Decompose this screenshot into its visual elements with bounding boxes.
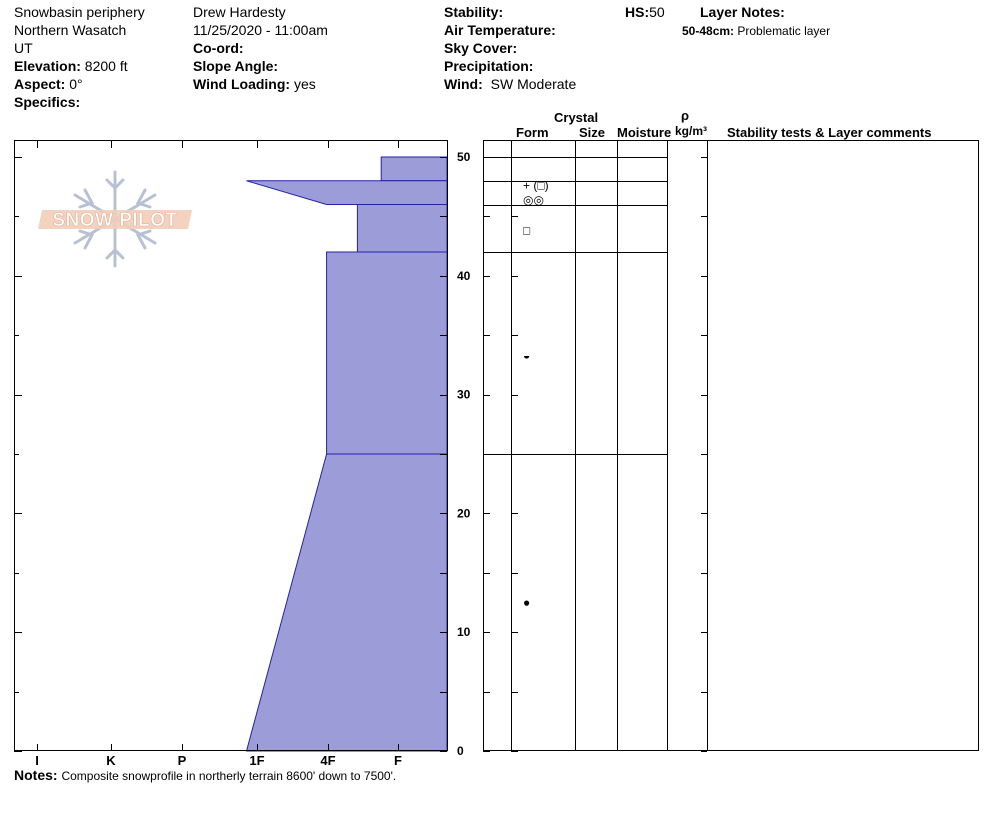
col-stability-comments: Stability tests & Layer comments bbox=[727, 125, 932, 140]
location-range: Northern Wasatch bbox=[14, 22, 127, 38]
logo-text: SNOW PILOT bbox=[52, 210, 177, 231]
wind-loading-label: Wind Loading: bbox=[193, 76, 291, 92]
hardness-tick-label: F bbox=[394, 753, 402, 768]
table-column-lines bbox=[511, 140, 708, 751]
stability-label: Stability: bbox=[444, 4, 504, 20]
notes: Notes: Composite snowprofile in northerl… bbox=[14, 766, 396, 785]
elevation: Elevation: 8200 ft bbox=[14, 57, 128, 75]
hardness-tick-label: P bbox=[178, 753, 187, 768]
layer-notes-title: Layer Notes: bbox=[700, 4, 785, 20]
precipitation-label: Precipitation: bbox=[444, 58, 534, 74]
col-density-symbol: ρ bbox=[681, 108, 690, 123]
aspect-value: 0° bbox=[69, 76, 83, 92]
layer-note-item: 50-48cm: Problematic layer bbox=[682, 22, 830, 40]
hardness-tick-label: I bbox=[35, 753, 39, 768]
wind-value: SW Moderate bbox=[490, 76, 577, 92]
hardness-tick-label: 4F bbox=[320, 753, 335, 768]
notes-text: Composite snowprofile in northerly terra… bbox=[61, 769, 397, 783]
hardness-tick-label: 1F bbox=[249, 753, 264, 768]
hardness-layer bbox=[356, 204, 448, 253]
depth-tick-label: 30 bbox=[457, 388, 471, 402]
aspect: Aspect: 0° bbox=[14, 75, 83, 93]
coord-label: Co-ord: bbox=[193, 40, 244, 56]
col-density-units: kg/m³ bbox=[675, 124, 708, 138]
hs-value: 50 bbox=[649, 4, 665, 20]
layer-note-text: Problematic layer bbox=[737, 24, 831, 38]
hardness-layer bbox=[380, 156, 448, 182]
sky-cover-label: Sky Cover: bbox=[444, 40, 518, 56]
grain-form-symbol: □ bbox=[523, 224, 530, 238]
hardness-profile bbox=[245, 156, 448, 752]
col-crystal: Crystal bbox=[554, 110, 599, 125]
specifics-label: Specifics: bbox=[14, 94, 81, 110]
depth-tick-label: 40 bbox=[457, 269, 471, 283]
slope-angle-label: Slope Angle: bbox=[193, 58, 279, 74]
location-name: Snowbasin periphery bbox=[14, 4, 145, 20]
layer-note-range: 50-48cm: bbox=[682, 24, 735, 38]
hardness-frame bbox=[14, 140, 448, 751]
observer-name: Drew Hardesty bbox=[193, 4, 286, 20]
logo-banner bbox=[38, 210, 192, 229]
wind-loading-value: yes bbox=[293, 76, 316, 92]
hardness-layer bbox=[326, 251, 448, 455]
depth-ticks bbox=[14, 157, 447, 752]
air-temperature-label: Air Temperature: bbox=[444, 22, 556, 38]
wind-loading: Wind Loading: yes bbox=[193, 75, 316, 93]
elevation-label: Elevation: bbox=[14, 58, 81, 74]
col-size: Size bbox=[579, 125, 606, 140]
wind: Wind: SW Moderate bbox=[444, 75, 576, 93]
elevation-value: 8200 ft bbox=[84, 58, 128, 74]
depth-tick-label: 50 bbox=[457, 150, 471, 164]
snowpilot-logo: SNOW PILOT bbox=[38, 170, 192, 268]
grain-form-symbol: ● bbox=[523, 596, 530, 610]
col-form: Form bbox=[516, 125, 549, 140]
notes-label: Notes: bbox=[14, 767, 58, 783]
hs-label: HS: bbox=[625, 4, 650, 20]
layer-table-frame bbox=[483, 140, 979, 751]
hardness-layer bbox=[246, 180, 448, 206]
grain-form-symbol: ◎◎ bbox=[523, 193, 544, 207]
hardness-axis-labels: I K P 1F 4F F bbox=[35, 753, 402, 768]
grain-form-symbols: + (□)◎◎ □ ◒ ● bbox=[523, 179, 549, 610]
grain-form-symbol: ◒ bbox=[523, 348, 530, 362]
aspect-label: Aspect: bbox=[14, 76, 66, 92]
depth-tick-label: 10 bbox=[457, 625, 471, 639]
hardness-layer bbox=[245, 453, 448, 752]
location-state: UT bbox=[14, 40, 33, 56]
hs: HS:50 bbox=[625, 3, 665, 21]
grain-form-symbol: + (□) bbox=[523, 179, 549, 193]
observation-datetime: 11/25/2020 - 11:00am bbox=[193, 22, 328, 38]
col-moisture: Moisture bbox=[617, 125, 672, 140]
hardness-tick-label: K bbox=[106, 753, 116, 768]
wind-label: Wind: bbox=[444, 76, 483, 92]
depth-tick-label: 20 bbox=[457, 506, 471, 520]
depth-axis-labels: 0 10 20 30 40 50 bbox=[457, 150, 471, 758]
hardness-ticks bbox=[37, 141, 399, 751]
depth-tick-label: 0 bbox=[457, 744, 464, 758]
table-layer-lines bbox=[483, 157, 667, 455]
